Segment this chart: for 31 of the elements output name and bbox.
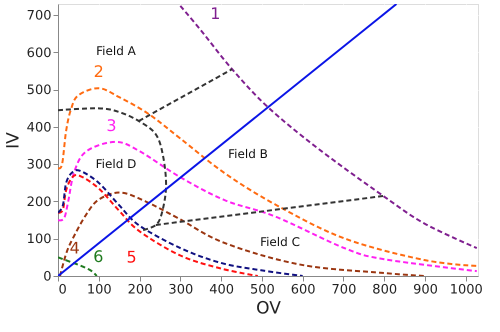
x-tick-label: 200 — [128, 282, 152, 298]
x-tick-label: 900 — [413, 282, 438, 298]
x-tick-label: 400 — [209, 282, 234, 298]
x-tick-label: 800 — [372, 282, 398, 298]
annotation: Field C — [260, 235, 300, 249]
y-tick-label: 200 — [26, 194, 52, 210]
annotation: Field D — [96, 157, 136, 171]
x-tick-label: 300 — [168, 282, 194, 298]
x-tick-label: 1000 — [450, 282, 483, 298]
annotation: Field B — [228, 147, 268, 161]
y-axis-title: IV — [4, 132, 24, 149]
y-tick-label: 0 — [43, 270, 52, 284]
y-tick-label: 500 — [26, 83, 52, 98]
series-label: 1 — [210, 4, 220, 23]
x-tick-label: 600 — [290, 282, 316, 298]
y-tick-label: 400 — [26, 120, 52, 136]
x-tick-label: 0 — [58, 282, 67, 298]
y-tick-label: 100 — [26, 232, 52, 248]
series-label: 6 — [93, 246, 104, 266]
x-tick-label: 700 — [332, 282, 356, 298]
y-tick-label: 300 — [26, 158, 52, 173]
y-tick-label: 600 — [26, 46, 52, 61]
annotation: Field A — [96, 44, 137, 58]
y-tick-label: 700 — [26, 8, 52, 24]
series-label: 2 — [94, 62, 104, 82]
x-tick-label: 100 — [86, 282, 112, 298]
series-label: 3 — [106, 116, 117, 135]
x-axis-title: OV — [256, 298, 282, 318]
series-label: 5 — [126, 247, 137, 266]
x-tick-label: 500 — [250, 282, 275, 298]
series-label: 4 — [70, 238, 80, 258]
